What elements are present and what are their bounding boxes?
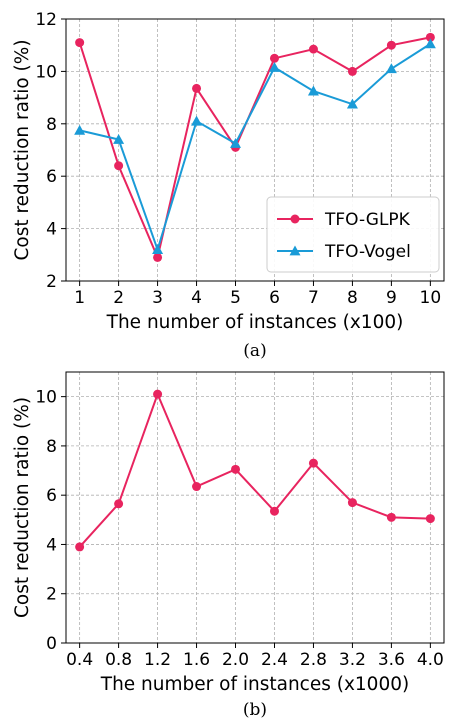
data-point — [269, 53, 279, 63]
series-line — [78, 36, 431, 261]
data-point — [231, 464, 241, 474]
data-point — [425, 514, 435, 524]
panel-caption: (b) — [243, 700, 267, 720]
y-axis-label: Cost reduction ratio (%) — [12, 397, 33, 618]
data-point — [347, 66, 357, 76]
y-tick-label: 4 — [46, 220, 57, 240]
x-tick-label: 7 — [308, 288, 319, 308]
x-tick-label: 1.6 — [183, 650, 210, 670]
data-point — [152, 244, 164, 254]
data-point — [386, 40, 396, 50]
data-point — [268, 61, 280, 72]
data-point — [153, 252, 163, 262]
y-tick-label: 0 — [46, 634, 57, 654]
data-point — [385, 63, 397, 74]
legend-swatch-marker — [289, 245, 301, 256]
x-tick-label: 3 — [152, 288, 163, 308]
legend-box — [266, 196, 440, 273]
y-tick-label: 8 — [46, 115, 57, 135]
y-tick-label: 10 — [35, 388, 57, 408]
data-point — [113, 134, 125, 144]
data-point — [191, 115, 203, 126]
x-tick-label: 0.8 — [105, 650, 132, 670]
legend: TFO-GLPK TFO-Vogel — [266, 196, 440, 273]
x-tick-label: 8 — [347, 288, 358, 308]
x-tick-label: 4 — [191, 288, 202, 308]
data-point — [75, 38, 85, 48]
x-tick-label: 4.0 — [417, 650, 444, 670]
x-tick-label: 3.6 — [378, 650, 405, 670]
y-tick-label: 2 — [46, 585, 57, 605]
panel-caption: (a) — [243, 341, 266, 361]
chart-panel-b: 0.4 0.8 1.2 1.6 2.0 2.4 2.8 3.2 3.6 4.0 0 2 4 6 8 10 The… — [12, 371, 445, 720]
series-tfo-vogel — [74, 38, 436, 254]
x-tick-label: 2 — [113, 288, 124, 308]
legend-label: TFO-Vogel — [324, 242, 411, 262]
data-point — [425, 32, 435, 42]
x-tick-label: 1 — [74, 288, 85, 308]
series-line — [79, 43, 431, 253]
x-axis-label: The number of instances (x1000) — [100, 674, 409, 695]
series-line — [75, 389, 435, 552]
x-tick-label: 1.2 — [144, 650, 171, 670]
data-point — [74, 124, 86, 135]
data-point — [230, 137, 242, 148]
plot-frame — [65, 371, 445, 644]
x-axis-label: The number of instances (x100) — [106, 312, 404, 333]
data-point — [114, 499, 124, 509]
grid — [66, 372, 444, 644]
plot-frame — [65, 18, 445, 282]
data-point — [192, 83, 202, 93]
data-point — [386, 512, 396, 522]
series-tfo-glpk — [75, 32, 435, 262]
data-point — [424, 38, 436, 49]
data-point — [308, 44, 318, 54]
data-point — [347, 498, 357, 508]
x-tick-label: 2.4 — [261, 650, 288, 670]
data-point — [307, 85, 319, 96]
x-tick-label: 0.4 — [66, 650, 93, 670]
y-tick-label: 6 — [46, 486, 57, 506]
x-tick-label: 2.0 — [222, 650, 249, 670]
legend-label: TFO-GLPK — [324, 210, 411, 230]
x-tick-label: 3.2 — [339, 650, 366, 670]
y-tick-label: 2 — [46, 272, 57, 292]
x-tick-label: 10 — [420, 288, 442, 308]
series-line — [78, 391, 431, 548]
x-tick-label: 2.8 — [300, 650, 327, 670]
legend-swatch-marker — [290, 214, 300, 224]
x-tick-label: 6 — [269, 288, 280, 308]
data-point — [269, 506, 279, 516]
data-point — [308, 458, 318, 468]
y-tick-label: 4 — [46, 535, 57, 555]
y-axis-label: Cost reduction ratio (%) — [12, 39, 33, 260]
data-point — [75, 542, 85, 552]
data-point — [346, 98, 358, 109]
y-tick-label: 8 — [46, 437, 57, 457]
y-tick-label: 6 — [46, 167, 57, 187]
data-point — [114, 161, 124, 171]
y-tick-label: 12 — [35, 10, 57, 30]
y-tick-label: 10 — [35, 62, 57, 82]
x-tick-label: 5 — [230, 288, 241, 308]
x-tick-label: 9 — [386, 288, 397, 308]
data-point — [192, 482, 202, 492]
data-point — [153, 389, 163, 399]
